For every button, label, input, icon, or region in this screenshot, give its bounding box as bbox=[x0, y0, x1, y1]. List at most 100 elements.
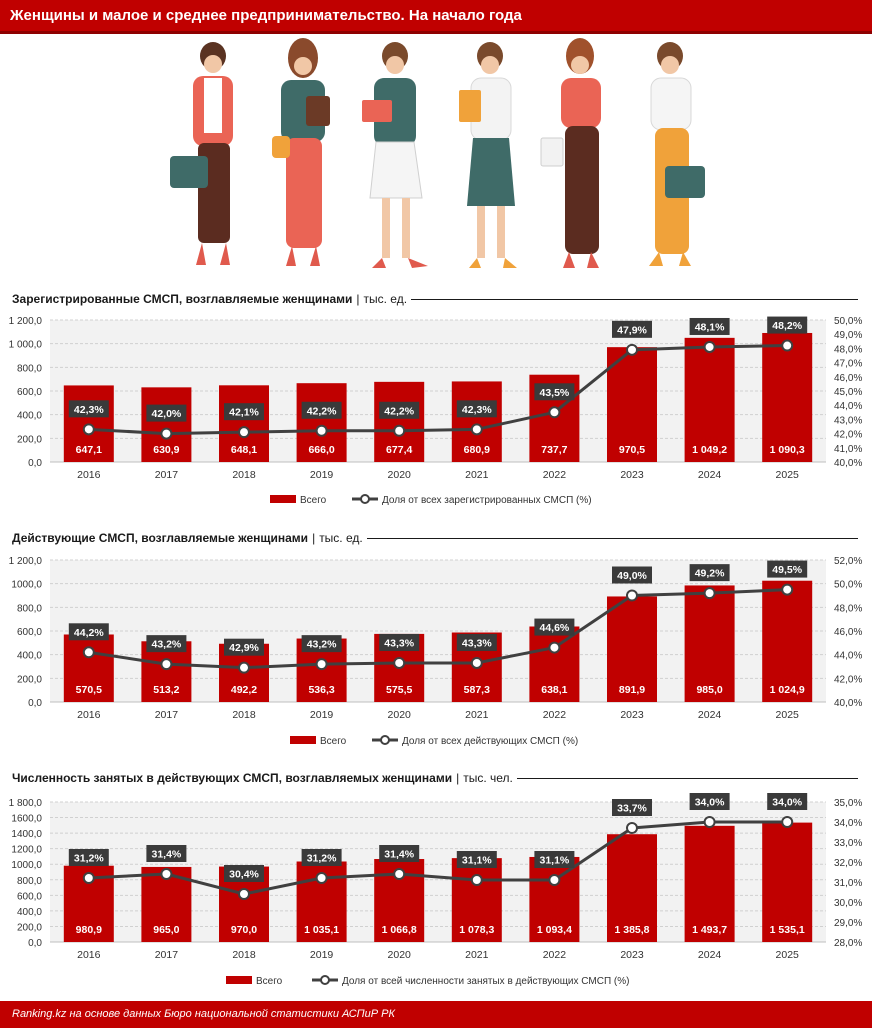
line-label-box bbox=[456, 400, 497, 418]
chart-2-heading: Действующие СМСП, возглавляемые женщинам… bbox=[12, 531, 858, 545]
line-value-label: 31,2% bbox=[307, 853, 337, 865]
bar-value-label: 680,9 bbox=[464, 444, 490, 456]
bar-value-label: 980,9 bbox=[76, 924, 102, 936]
category-label: 2023 bbox=[620, 949, 644, 961]
bar bbox=[529, 626, 580, 702]
category-label: 2018 bbox=[232, 949, 256, 961]
category-label: 2021 bbox=[465, 949, 489, 961]
bar bbox=[607, 834, 657, 942]
bar bbox=[451, 381, 502, 462]
bar bbox=[762, 332, 813, 462]
bar-value-label: 985,0 bbox=[696, 684, 722, 696]
legend-line-label: Доля от всех зарегистрированных СМСП (%) bbox=[382, 495, 592, 506]
line-value-label: 42,3% bbox=[462, 404, 492, 416]
chart-3-heading: Численность занятых в действующих СМСП, … bbox=[12, 771, 858, 785]
chart-1-rule bbox=[411, 298, 858, 300]
category-label: 2022 bbox=[543, 949, 567, 961]
bar-value-label: 970,5 bbox=[619, 444, 645, 456]
chart-2-rule bbox=[366, 537, 858, 539]
bar bbox=[762, 580, 813, 702]
line-point bbox=[160, 658, 173, 671]
right-axis-tick-label: 31,0% bbox=[834, 878, 862, 889]
chart-1-heading: Зарегистрированные СМСП, возглавляемые ж… bbox=[12, 292, 858, 306]
line-point bbox=[315, 872, 328, 884]
line-point bbox=[548, 874, 561, 886]
line-point bbox=[470, 874, 483, 886]
line-point bbox=[238, 888, 250, 900]
bar-value-label: 1 093,4 bbox=[537, 924, 572, 936]
legend-line-marker bbox=[360, 494, 370, 504]
line-label-box bbox=[534, 383, 575, 401]
woman-figure-2 bbox=[272, 38, 330, 266]
line-label-box bbox=[146, 404, 187, 422]
left-axis-tick-label: 600,0 bbox=[17, 891, 42, 902]
bar bbox=[374, 381, 425, 462]
bar bbox=[762, 822, 813, 942]
footer-source: Ranking.kz на основе данных Бюро национа… bbox=[12, 1008, 395, 1020]
category-label: 2019 bbox=[310, 709, 334, 721]
legend-bar-swatch bbox=[290, 736, 316, 744]
line-label-box bbox=[612, 799, 652, 816]
line-label-box bbox=[379, 845, 420, 862]
line-label-box bbox=[767, 560, 808, 578]
category-label: 2025 bbox=[776, 469, 800, 481]
bar-value-label: 677,4 bbox=[386, 444, 412, 456]
bar bbox=[529, 856, 580, 942]
woman-figure-5 bbox=[540, 38, 601, 268]
right-axis-tick-label: 46,0% bbox=[834, 373, 862, 384]
line-value-label: 31,4% bbox=[384, 849, 414, 861]
left-axis-tick-label: 0,0 bbox=[28, 698, 42, 709]
left-axis-tick-label: 1 800,0 bbox=[9, 798, 43, 809]
line-value-label: 48,1% bbox=[695, 321, 725, 333]
right-axis-tick-label: 40,0% bbox=[834, 698, 862, 709]
left-axis-tick-label: 1000,0 bbox=[11, 860, 42, 871]
category-label: 2024 bbox=[698, 709, 722, 721]
line-point bbox=[626, 343, 638, 356]
page-title: Женщины и малое и среднее предпринимател… bbox=[10, 7, 522, 24]
woman-figure-3 bbox=[362, 42, 428, 268]
bar-value-label: 1 385,8 bbox=[614, 924, 649, 936]
right-axis-tick-label: 32,0% bbox=[834, 858, 862, 869]
line-label-box bbox=[456, 633, 497, 651]
left-axis-tick-label: 800,0 bbox=[17, 876, 42, 887]
bar bbox=[607, 596, 657, 702]
chart-3-separator: | bbox=[456, 771, 460, 785]
footer-bar: Ranking.kz на основе данных Бюро национа… bbox=[0, 1001, 872, 1028]
category-label: 2021 bbox=[465, 709, 489, 721]
chart-1-separator: | bbox=[356, 292, 360, 306]
legend-line-label: Доля от всей численности занятых в дейст… bbox=[342, 976, 629, 987]
bar bbox=[684, 585, 735, 702]
line-point bbox=[703, 816, 716, 828]
right-axis-tick-label: 40,0% bbox=[834, 458, 862, 469]
left-axis-tick-label: 1600,0 bbox=[11, 814, 42, 825]
left-axis-tick-label: 200,0 bbox=[17, 434, 42, 445]
bar-value-label: 1 024,9 bbox=[770, 684, 805, 696]
bar-value-label: 513,2 bbox=[153, 684, 179, 696]
category-label: 2019 bbox=[310, 469, 334, 481]
bar-value-label: 1 535,1 bbox=[770, 924, 805, 936]
legend-line-marker bbox=[380, 735, 390, 745]
women-illustration bbox=[170, 38, 705, 268]
category-label: 2017 bbox=[155, 469, 179, 481]
line-point bbox=[160, 868, 173, 880]
bar-value-label: 587,3 bbox=[464, 684, 490, 696]
bar bbox=[296, 383, 347, 462]
line-value-label: 49,5% bbox=[772, 564, 802, 576]
legend-bar-label: Всего bbox=[320, 736, 347, 747]
chart-1-registered-smes: 0,0 200,0 400,0 600,0 800,0 1 000,0 1 200,0 40,… bbox=[9, 316, 863, 506]
line-point bbox=[82, 872, 95, 884]
bar-value-label: 1 090,3 bbox=[770, 444, 805, 456]
line-point bbox=[548, 641, 561, 654]
line-label-box bbox=[224, 638, 264, 656]
line-point bbox=[393, 656, 406, 669]
line-value-label: 43,2% bbox=[307, 639, 337, 651]
line-label-box bbox=[146, 635, 187, 653]
header-bar: Женщины и малое и среднее предпринимател… bbox=[0, 0, 872, 34]
line-label-box bbox=[379, 401, 420, 419]
right-axis-tick-label: 35,0% bbox=[834, 798, 862, 809]
line-value-label: 47,9% bbox=[617, 324, 647, 336]
woman-figure-1 bbox=[170, 42, 233, 265]
bar-value-label: 965,0 bbox=[153, 924, 179, 936]
category-label: 2020 bbox=[388, 709, 412, 721]
line-label-box bbox=[456, 851, 497, 868]
